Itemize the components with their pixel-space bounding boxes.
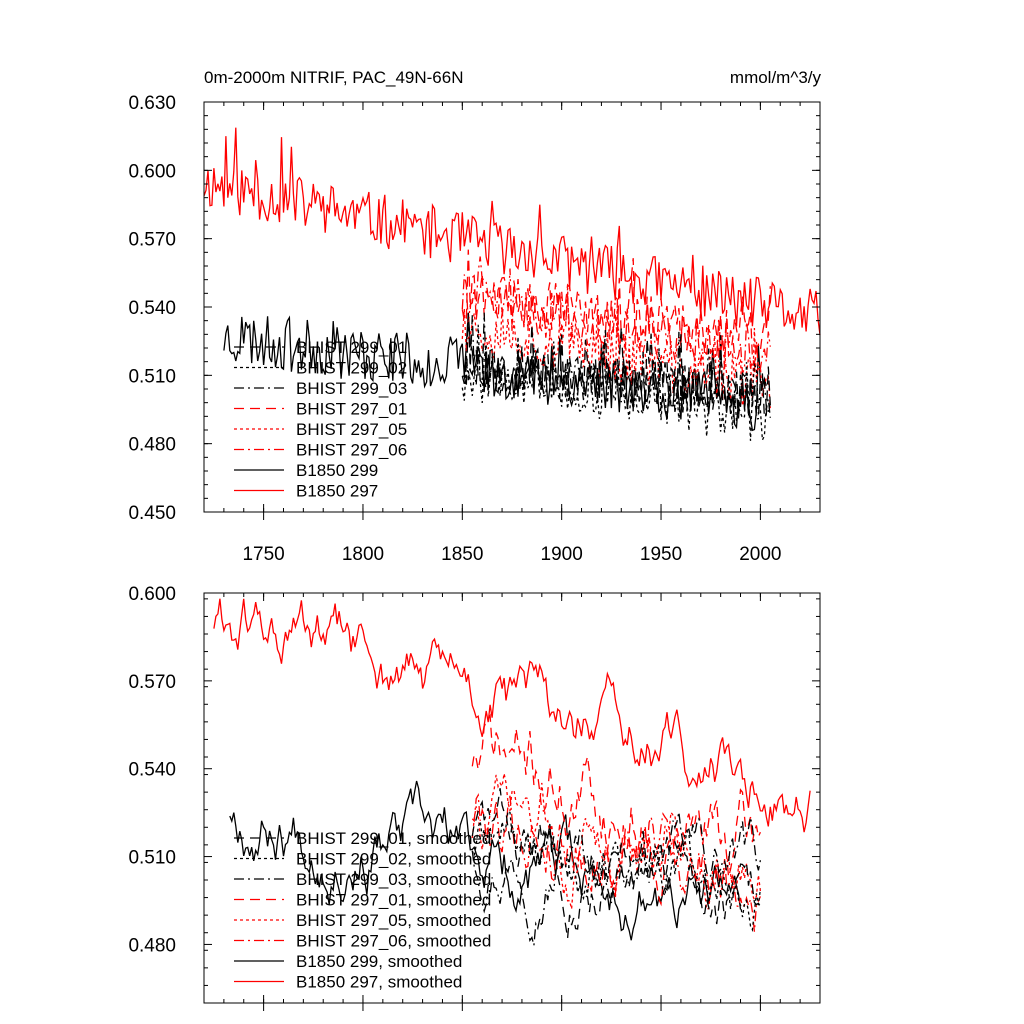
legend-label: B1850 297, smoothed (296, 973, 462, 992)
y-tick-label: 0.630 (128, 93, 176, 114)
series-line-b1850-297 (203, 127, 821, 336)
series-line-bhist-297-06-smoothed (471, 793, 762, 932)
x-tick-label: 1800 (342, 544, 384, 565)
legend-label: BHIST 297_06 (296, 441, 407, 460)
y-tick-label: 0.480 (128, 935, 176, 956)
x-tick-label: 1950 (640, 544, 682, 565)
legend-label: BHIST 299_03, smoothed (296, 870, 491, 889)
series-line-bhist-299-03-smoothed (471, 811, 762, 946)
top-plot-ticks: 0.450 0.480 0.510 0.540 0.570 0.600 0.630 1750 1… (128, 93, 821, 565)
y-tick-label: 0.480 (128, 435, 176, 456)
y-tick-label: 0.540 (128, 298, 176, 319)
y-tick-label: 0.600 (128, 584, 176, 605)
y-tick-label: 0.510 (128, 366, 176, 387)
legend-label: BHIST 297_06, smoothed (296, 932, 491, 951)
bottom-plot: 0.480 0.510 0.540 0.570 0.600 BHIST 299_01, … (128, 584, 821, 1011)
x-tick-label: 1750 (242, 544, 284, 565)
legend-label: BHIST 299_02 (296, 359, 407, 378)
bottom-plot-frame (203, 592, 821, 1004)
legend-label: BHIST 297_01, smoothed (296, 891, 491, 910)
y-tick-label: 0.510 (128, 848, 176, 869)
top-plot-series (203, 127, 821, 443)
top-plot-title: 0m-2000m NITRIF, PAC_49N-66N (204, 68, 464, 87)
y-tick-label: 0.570 (128, 230, 176, 251)
y-tick-label: 0.540 (128, 760, 176, 781)
legend-label: BHIST 299_03 (296, 379, 407, 398)
y-tick-label: 0.600 (128, 161, 176, 182)
legend-label: BHIST 297_01 (296, 400, 407, 419)
series-line-bhist-297-01 (461, 249, 771, 365)
y-tick-label: 0.450 (128, 503, 176, 524)
x-tick-label: 1900 (541, 544, 583, 565)
legend-label: BHIST 299_01, smoothed (296, 829, 491, 848)
x-tick-label: 1850 (441, 544, 483, 565)
series-line-bhist-297-05 (461, 287, 771, 409)
bottom-plot-legend: BHIST 299_01, smoothed BHIST 299_02, smoo… (234, 829, 491, 992)
bottom-plot-ticks: 0.480 0.510 0.540 0.570 0.600 (128, 584, 821, 1011)
y-tick-label: 0.570 (128, 672, 176, 693)
series-line-b1850-297-smoothed (213, 598, 811, 833)
series-line-bhist-297-06 (461, 256, 771, 374)
series-line-bhist-299-01-smoothed (471, 788, 761, 939)
series-line-bhist-299-03 (461, 312, 771, 420)
top-plot: 0m-2000m NITRIF, PAC_49N-66N mmol/m^3/y … (128, 68, 821, 565)
series-line-bhist-297-01-smoothed (471, 713, 761, 907)
legend-label: B1850 299 (296, 461, 378, 480)
legend-label: B1850 297 (296, 482, 378, 501)
series-line-bhist-299-02-smoothed (471, 809, 762, 933)
x-tick-label: 2000 (739, 544, 781, 565)
top-plot-units: mmol/m^3/y (730, 68, 822, 87)
legend-label: BHIST 297_05 (296, 420, 407, 439)
series-line-b1850-299-smoothed (229, 780, 742, 941)
legend-label: BHIST 299_01 (296, 338, 407, 357)
legend-label: BHIST 297_05, smoothed (296, 911, 491, 930)
series-line-bhist-297-05-smoothed (471, 773, 762, 911)
legend-label: B1850 299, smoothed (296, 952, 462, 971)
bottom-plot-series (213, 598, 811, 946)
legend-label: BHIST 299_02, smoothed (296, 850, 491, 869)
